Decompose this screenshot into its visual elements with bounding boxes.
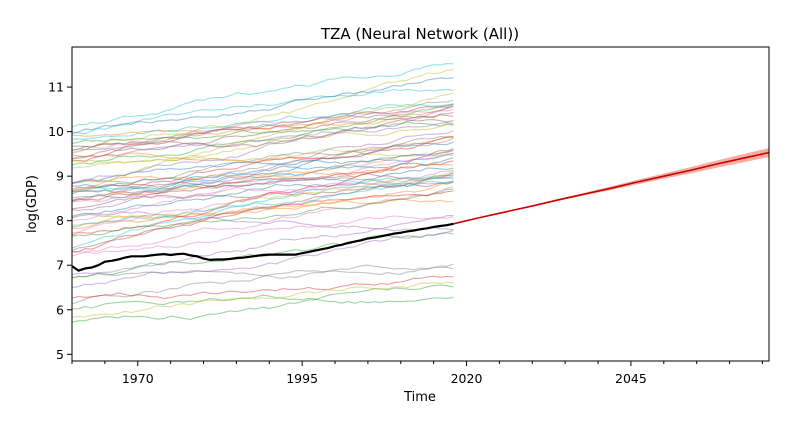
- background-series-line: [71, 137, 454, 184]
- x-tick-label: 1995: [286, 371, 318, 386]
- background-series-line: [71, 181, 454, 210]
- background-series-line: [71, 167, 454, 217]
- background-series-line: [71, 114, 454, 159]
- background-series-line: [71, 172, 454, 252]
- background-series-line: [71, 119, 454, 151]
- background-series-line: [71, 77, 454, 135]
- background-series-line: [71, 69, 454, 153]
- x-axis-title: Time: [403, 390, 436, 405]
- background-series-line: [71, 148, 454, 236]
- y-tick-label: 9: [56, 169, 64, 184]
- background-series-line: [71, 99, 454, 152]
- background-series-line: [71, 149, 454, 184]
- background-series-line: [71, 88, 454, 135]
- background-series-line: [71, 136, 454, 199]
- background-series-line: [71, 281, 454, 318]
- background-series-line: [71, 284, 454, 323]
- background-series-line: [71, 275, 454, 300]
- background-series-line: [71, 160, 454, 202]
- background-series-line: [71, 157, 454, 188]
- background-series-line: [71, 106, 454, 137]
- background-series-line: [71, 188, 454, 237]
- historical-series-line: [71, 222, 454, 272]
- background-series-line: [71, 214, 454, 276]
- main-series-group: [71, 151, 770, 272]
- x-tick-label: 1970: [122, 371, 154, 386]
- background-series-line: [71, 211, 454, 232]
- y-tick-label: 8: [56, 213, 64, 228]
- background-series-line: [71, 172, 454, 203]
- background-series-line: [71, 111, 454, 148]
- background-series-line: [71, 105, 454, 185]
- background-series-group: [71, 63, 454, 323]
- background-series-line: [71, 103, 454, 140]
- background-series-line: [71, 175, 454, 249]
- background-series-line: [71, 136, 454, 192]
- background-series-line: [71, 153, 454, 222]
- x-tick-label: 2020: [451, 371, 483, 386]
- background-series-line: [71, 186, 454, 253]
- chart-title: TZA (Neural Network (All)): [320, 25, 519, 43]
- y-tick-label: 5: [56, 347, 64, 362]
- background-series-line: [71, 232, 454, 279]
- forecast-series-line: [453, 151, 770, 225]
- background-series-line: [71, 121, 454, 144]
- y-tick-label: 6: [56, 302, 64, 317]
- y-tick-label: 10: [48, 124, 64, 139]
- background-series-line: [71, 215, 454, 257]
- background-series-line: [71, 148, 454, 164]
- background-series-line: [72, 149, 454, 201]
- background-series-line: [71, 230, 454, 288]
- y-tick-label: 11: [48, 80, 64, 95]
- plot-area-frame: [71, 46, 770, 362]
- y-axis: 5 6 7 8 9 10 11: [48, 80, 72, 362]
- y-axis-title: log(GDP): [25, 175, 40, 233]
- background-series-line: [71, 92, 454, 193]
- background-series-line: [71, 170, 454, 219]
- background-series-line: [71, 103, 454, 162]
- background-series-line: [71, 108, 454, 154]
- background-series-line: [71, 180, 454, 226]
- background-series-line: [71, 198, 454, 229]
- background-series-line: [71, 123, 454, 169]
- background-series-line: [71, 169, 454, 234]
- background-series-line: [71, 173, 454, 191]
- y-tick-label: 7: [56, 258, 64, 273]
- background-series-line: [71, 264, 454, 280]
- background-series-line: [71, 130, 454, 211]
- background-series-line: [71, 104, 454, 166]
- background-series-line: [71, 63, 454, 128]
- x-tick-label: 2045: [615, 371, 647, 386]
- background-series-line: [71, 294, 454, 310]
- x-axis: 1970 1995 2020 2045: [71, 361, 763, 386]
- background-series-line: [71, 190, 454, 253]
- background-series-line: [71, 263, 454, 305]
- background-series-line: [71, 141, 454, 195]
- background-series-line: [71, 174, 454, 193]
- background-series-line: [71, 163, 454, 184]
- background-series-line: [71, 152, 454, 202]
- background-series-line: [71, 121, 454, 158]
- background-series-line: [71, 180, 454, 228]
- background-series-line: [71, 177, 454, 194]
- background-series-line: [71, 135, 454, 163]
